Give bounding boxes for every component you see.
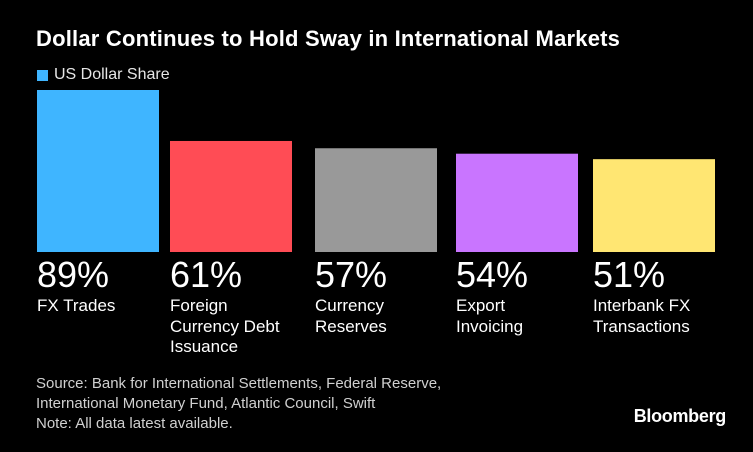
legend: US Dollar Share bbox=[37, 66, 170, 84]
source-line-2: International Monetary Fund, Atlantic Co… bbox=[36, 395, 376, 412]
category-label: FX Trades bbox=[37, 296, 116, 315]
value-label: 54% bbox=[456, 254, 529, 295]
bar-3 bbox=[315, 148, 437, 252]
value-label: 89% bbox=[37, 254, 110, 295]
bar-label-group-4: 54% Export Invoicing bbox=[456, 256, 601, 337]
bar-2 bbox=[170, 140, 292, 252]
legend-swatch bbox=[37, 69, 48, 81]
bloomberg-logo: Bloomberg bbox=[633, 406, 727, 426]
legend-label: US Dollar Share bbox=[54, 66, 170, 83]
value-label: 57% bbox=[315, 254, 388, 295]
bar-5 bbox=[593, 159, 715, 252]
note: Note: All data latest available. bbox=[36, 415, 233, 432]
source-line-1: Source: Bank for International Settlemen… bbox=[36, 375, 442, 392]
bar-label-group-3: 57% Currency Reserves bbox=[315, 256, 460, 337]
category-label: Interbank FX Transactions bbox=[593, 296, 691, 336]
bar-chart bbox=[37, 90, 715, 252]
footer: Source: Bank for International Settlemen… bbox=[36, 374, 441, 434]
category-label: Foreign Currency Debt Issuance bbox=[170, 296, 280, 356]
chart-title: Dollar Continues to Hold Sway in Interna… bbox=[36, 26, 621, 51]
bar-label-group-5: 51% Interbank FX Transactions bbox=[593, 256, 738, 337]
bar-label-group-2: 61% Foreign Currency Debt Issuance bbox=[170, 256, 315, 358]
value-label: 61% bbox=[170, 254, 243, 295]
value-label: 51% bbox=[593, 254, 666, 295]
bar-label-group-1: 89% FX Trades bbox=[37, 256, 182, 317]
category-label: Currency Reserves bbox=[315, 296, 387, 336]
category-label: Export Invoicing bbox=[456, 296, 524, 336]
bar-4 bbox=[456, 153, 578, 252]
bar-1 bbox=[37, 90, 159, 252]
